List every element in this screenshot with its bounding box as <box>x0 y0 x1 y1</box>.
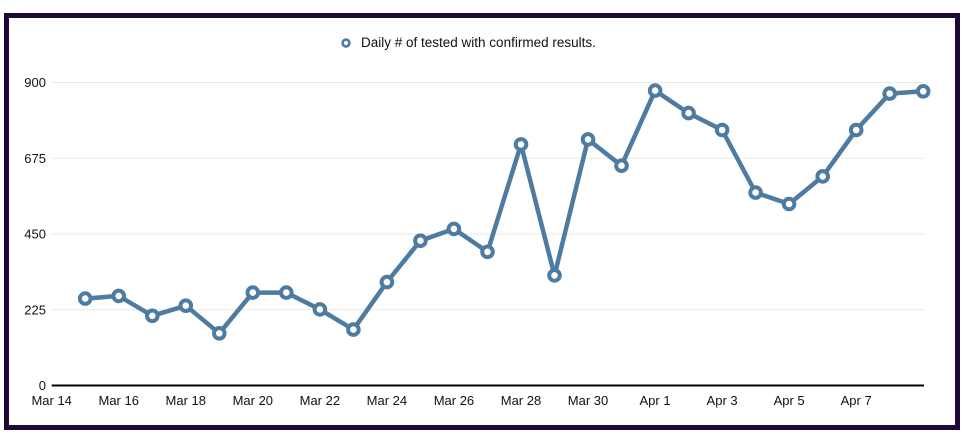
data-point-marker[interactable] <box>346 322 361 337</box>
x-axis-tick-label: Mar 22 <box>300 393 340 408</box>
data-point-marker[interactable] <box>245 285 261 300</box>
x-axis-tick-label: Apr 7 <box>841 393 872 408</box>
x-axis-tick-label: Mar 18 <box>166 393 206 408</box>
data-point-marker[interactable] <box>178 298 194 314</box>
data-point-marker[interactable] <box>681 105 696 121</box>
y-axis-tick-label: 0 <box>39 378 46 393</box>
y-axis-tick-label: 900 <box>24 75 46 90</box>
data-point-marker[interactable] <box>480 244 495 260</box>
data-point-marker[interactable] <box>111 288 126 304</box>
data-point-marker[interactable] <box>815 169 831 184</box>
data-point-marker[interactable] <box>547 268 562 283</box>
data-point-marker[interactable] <box>714 122 730 138</box>
y-axis-tick-label: 675 <box>24 151 46 166</box>
data-point-marker[interactable] <box>882 86 898 101</box>
data-point-marker[interactable] <box>145 308 160 324</box>
x-axis-tick-label: Mar 28 <box>501 393 541 408</box>
x-axis-tick-label: Apr 1 <box>640 393 671 408</box>
x-axis-tick-label: Apr 5 <box>774 393 805 408</box>
x-axis-tick-label: Mar 24 <box>367 393 407 408</box>
series-line <box>82 88 926 336</box>
data-point-marker[interactable] <box>212 326 227 341</box>
data-point-marker[interactable] <box>312 302 328 317</box>
data-point-marker[interactable] <box>848 122 864 138</box>
x-axis-tick-label: Mar 14 <box>31 393 71 408</box>
x-axis-tick-label: Apr 3 <box>707 393 738 408</box>
x-axis-tick-label: Mar 20 <box>233 393 273 408</box>
data-point-marker[interactable] <box>77 291 93 306</box>
x-axis-tick-label: Mar 26 <box>434 393 474 408</box>
data-point-marker[interactable] <box>647 83 663 98</box>
series-marker-icon <box>341 37 351 48</box>
data-point-marker[interactable] <box>413 233 428 248</box>
data-point-marker[interactable] <box>279 285 294 300</box>
chart-frame <box>4 13 960 430</box>
data-point-marker[interactable] <box>513 137 529 152</box>
data-point-marker[interactable] <box>446 221 462 237</box>
data-point-marker[interactable] <box>614 158 629 173</box>
y-axis-tick-label: 450 <box>24 227 46 242</box>
legend[interactable]: Daily # of tested with confirmed results… <box>340 35 596 50</box>
data-point-marker[interactable] <box>748 185 763 200</box>
data-point-marker[interactable] <box>781 196 797 212</box>
x-axis-tick-label: Mar 30 <box>568 393 608 408</box>
data-point-marker[interactable] <box>379 274 395 290</box>
legend-label: Daily # of tested with confirmed results… <box>361 35 596 50</box>
y-axis-tick-label: 225 <box>24 302 46 317</box>
data-point-marker[interactable] <box>915 84 931 99</box>
x-axis-tick-label: Mar 16 <box>99 393 139 408</box>
data-point-marker[interactable] <box>580 132 596 147</box>
